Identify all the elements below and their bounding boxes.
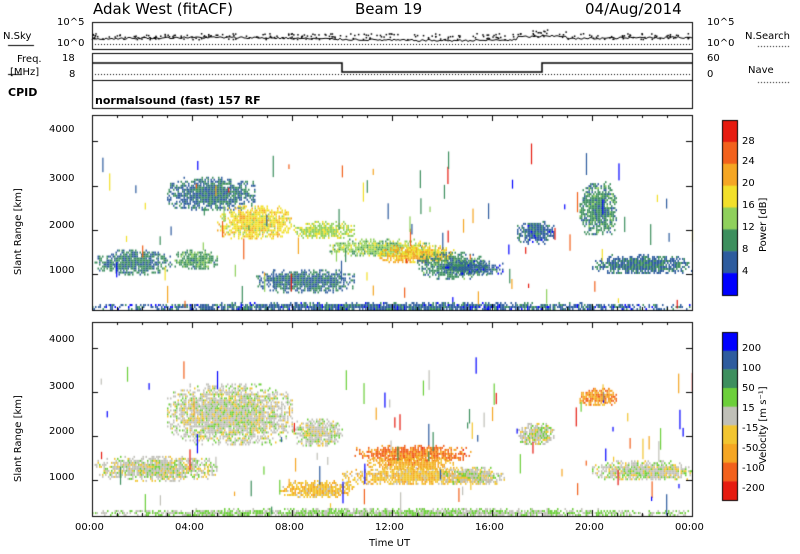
vel-cb-200: 200 <box>742 343 762 354</box>
beam-label: Beam 19 <box>355 0 423 18</box>
power-cb-8: 8 <box>742 244 749 255</box>
vel-cb-50: 50 <box>742 383 755 394</box>
power-cb-4: 4 <box>742 266 749 277</box>
velocity-ytick-4000: 4000 <box>49 334 75 345</box>
date-label: 04/Aug/2014 <box>585 0 682 18</box>
nsearch-tick-bottom: 10^0 <box>707 38 735 49</box>
velocity-ytick-2000: 2000 <box>49 426 75 437</box>
power-cb-24: 24 <box>742 156 755 167</box>
power-ytick-2000: 2000 <box>49 220 75 231</box>
power-ylabel: Slant Range [km] <box>13 188 24 275</box>
nsearch-tick-top: 10^5 <box>707 17 735 28</box>
cpid-label: CPID <box>8 86 38 99</box>
freq-tick-8: 8 <box>69 69 76 80</box>
xtick-8: 08:00 <box>275 522 304 533</box>
power-ytick-3000: 3000 <box>49 173 75 184</box>
nsky-tick-top: 10^5 <box>57 17 85 28</box>
freq-label: Freq. <box>17 54 42 65</box>
power-colorbar-label: Power [dB] <box>758 197 769 252</box>
velocity-colorbar-label: Velocity [m s⁻¹] <box>758 386 769 464</box>
power-cb-20: 20 <box>742 178 755 189</box>
freq-unit-label: [MHz] <box>10 67 40 78</box>
xaxis-label: Time UT <box>369 538 411 549</box>
nsearch-label: N.Search <box>745 31 791 42</box>
xtick-4: 04:00 <box>175 522 204 533</box>
xtick-16: 16:00 <box>475 522 504 533</box>
xtick-20: 20:00 <box>575 522 604 533</box>
power-cb-16: 16 <box>742 200 755 211</box>
power-ytick-4000: 4000 <box>49 124 75 135</box>
radar-title: Adak West (fitACF) <box>93 0 233 18</box>
nave-tick-60: 60 <box>707 53 720 64</box>
xtick-12: 12:00 <box>375 522 404 533</box>
vel-cb-m15: -15 <box>742 423 759 434</box>
xtick-24: 00:00 <box>675 522 704 533</box>
nave-label: Nave <box>748 65 774 76</box>
power-ytick-1000: 1000 <box>49 265 75 276</box>
velocity-ytick-1000: 1000 <box>49 472 75 483</box>
freq-tick-18: 18 <box>62 53 75 64</box>
velocity-ytick-3000: 3000 <box>49 381 75 392</box>
vel-cb-m200: -200 <box>742 483 765 494</box>
power-cb-12: 12 <box>742 222 755 233</box>
power-cb-28: 28 <box>742 136 755 147</box>
vel-cb-100: 100 <box>742 363 762 374</box>
nsky-tick-bottom: 10^0 <box>57 38 85 49</box>
nave-tick-0: 0 <box>707 69 714 80</box>
vel-cb-15: 15 <box>742 403 755 414</box>
nsky-label: N.Sky <box>3 31 32 42</box>
velocity-ylabel: Slant Range [km] <box>13 395 24 482</box>
vel-cb-m100: -100 <box>742 463 765 474</box>
cpid-text: normalsound (fast) 157 RF <box>95 94 261 107</box>
vel-cb-m50: -50 <box>742 443 759 454</box>
xtick-0: 00:00 <box>75 522 104 533</box>
